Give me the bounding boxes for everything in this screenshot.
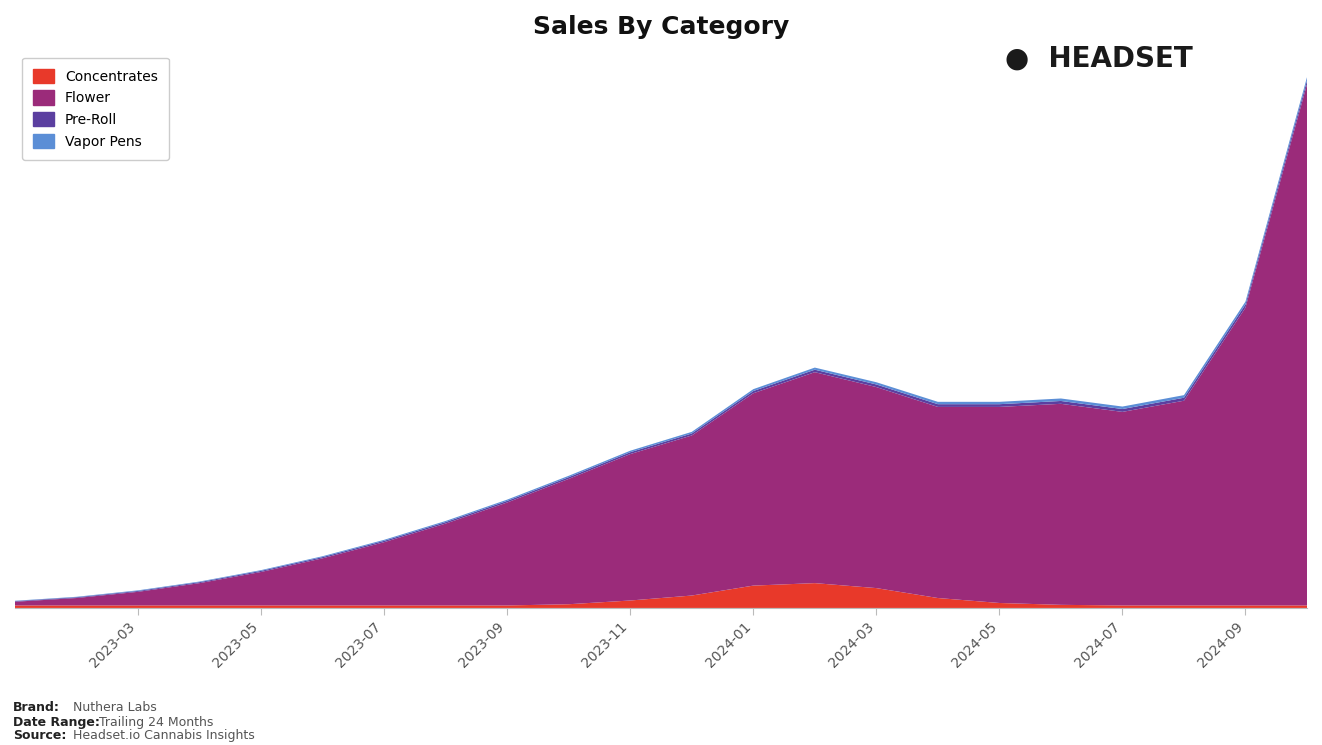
Text: Brand:: Brand: — [13, 702, 59, 714]
Text: Trailing 24 Months: Trailing 24 Months — [99, 717, 214, 729]
Text: Source:: Source: — [13, 729, 66, 742]
Text: ●  HEADSET: ● HEADSET — [1005, 45, 1192, 73]
Text: Nuthera Labs: Nuthera Labs — [73, 702, 156, 714]
Text: Headset.io Cannabis Insights: Headset.io Cannabis Insights — [73, 729, 254, 742]
Legend: Concentrates, Flower, Pre-Roll, Vapor Pens: Concentrates, Flower, Pre-Roll, Vapor Pe… — [22, 57, 169, 160]
Title: Sales By Category: Sales By Category — [533, 15, 789, 39]
Text: Date Range:: Date Range: — [13, 717, 100, 729]
